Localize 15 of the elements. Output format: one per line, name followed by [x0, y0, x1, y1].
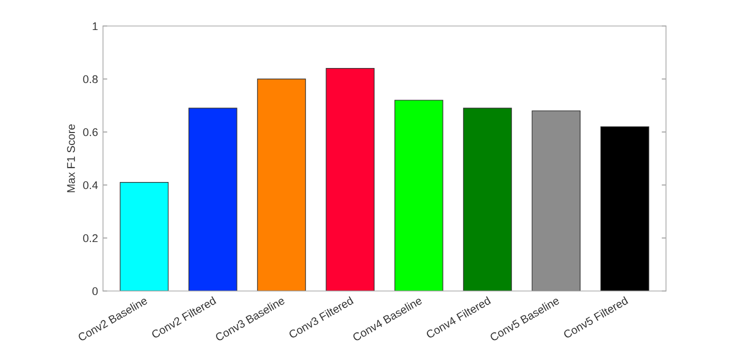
bar: [326, 68, 375, 291]
y-tick-label: 0.2: [83, 234, 98, 242]
y-tick-label: 0: [92, 287, 98, 296]
bar: [120, 182, 169, 291]
y-axis-title: Max F1 Score: [67, 124, 75, 192]
bar: [532, 110, 581, 291]
bar: [257, 78, 306, 291]
y-tick-label: 0.8: [83, 75, 98, 84]
y-tick-label: 0.4: [83, 181, 98, 190]
y-tick-label: 1: [92, 22, 98, 30]
y-tick-label: 0.6: [83, 128, 98, 136]
bar: [394, 100, 444, 291]
bar: [463, 108, 512, 291]
bar: [188, 108, 238, 291]
bar: [600, 126, 650, 291]
